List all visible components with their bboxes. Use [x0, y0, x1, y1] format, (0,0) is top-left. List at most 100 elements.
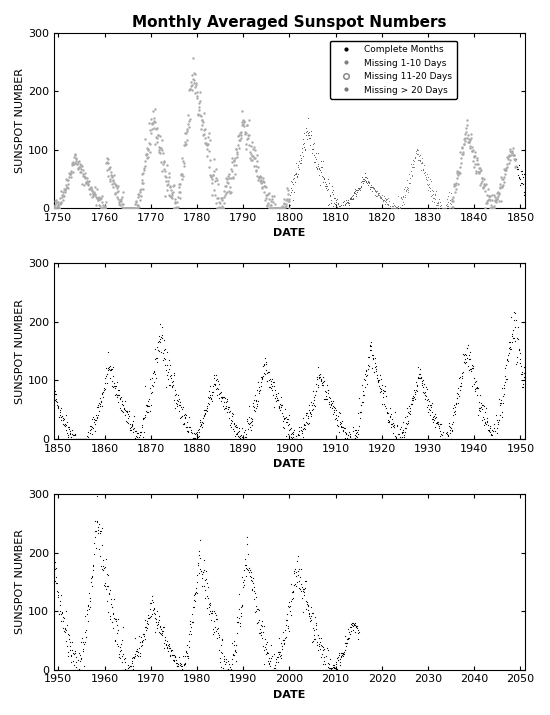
- Point: [496, 410, 504, 421]
- Point: [230, 420, 239, 431]
- Point: [500, 362, 509, 373]
- Point: [344, 626, 353, 638]
- Point: [162, 640, 170, 651]
- Point: [338, 421, 347, 433]
- Point: [223, 401, 232, 413]
- Point: [254, 174, 262, 185]
- Point: [392, 202, 400, 213]
- Point: [240, 424, 249, 435]
- Point: [354, 182, 363, 194]
- Point: [168, 644, 177, 656]
- Point: [412, 379, 421, 390]
- Point: [212, 164, 221, 175]
- Point: [365, 177, 373, 189]
- Point: [190, 77, 199, 89]
- Point: [140, 411, 149, 423]
- Point: [298, 142, 306, 154]
- Point: [307, 397, 316, 408]
- Point: [164, 354, 173, 365]
- Point: [430, 192, 438, 204]
- Point: [97, 196, 106, 207]
- Point: [171, 197, 180, 208]
- Point: [68, 159, 76, 170]
- Point: [239, 433, 248, 445]
- Point: [264, 366, 273, 378]
- Point: [427, 401, 436, 413]
- Point: [289, 178, 298, 189]
- Point: [424, 400, 433, 411]
- Point: [472, 167, 481, 179]
- Point: [214, 202, 223, 214]
- Point: [453, 388, 462, 399]
- Point: [479, 420, 488, 431]
- Point: [439, 433, 448, 445]
- Point: [95, 191, 103, 202]
- Point: [276, 646, 284, 658]
- Point: [362, 178, 371, 189]
- Point: [288, 586, 297, 597]
- Point: [497, 195, 505, 207]
- Point: [336, 202, 345, 214]
- Point: [337, 415, 346, 427]
- Point: [274, 202, 283, 214]
- Point: [509, 149, 518, 160]
- Point: [456, 152, 465, 163]
- Point: [293, 550, 302, 561]
- Point: [341, 428, 350, 440]
- Point: [252, 395, 261, 407]
- Point: [161, 631, 169, 643]
- Point: [164, 189, 173, 201]
- Point: [244, 132, 252, 144]
- Point: [249, 400, 257, 412]
- Point: [442, 433, 450, 445]
- Point: [519, 172, 527, 183]
- Point: [335, 202, 344, 214]
- Point: [472, 154, 481, 166]
- Point: [199, 410, 208, 421]
- Point: [402, 185, 410, 197]
- Point: [73, 159, 81, 170]
- Point: [431, 421, 439, 433]
- Point: [196, 110, 205, 122]
- Point: [269, 664, 278, 675]
- Point: [478, 414, 487, 425]
- Point: [145, 118, 153, 129]
- Point: [116, 194, 125, 206]
- Point: [182, 127, 191, 139]
- Point: [310, 390, 319, 401]
- Point: [332, 664, 341, 675]
- Point: [272, 392, 281, 403]
- Point: [267, 202, 276, 214]
- Point: [58, 194, 67, 206]
- Point: [199, 107, 208, 119]
- Point: [400, 431, 409, 443]
- Point: [466, 140, 475, 152]
- Point: [307, 636, 316, 648]
- Point: [54, 586, 63, 598]
- Point: [476, 162, 485, 174]
- Point: [312, 147, 321, 159]
- Point: [192, 79, 201, 91]
- Point: [217, 633, 226, 645]
- Point: [122, 202, 130, 214]
- Point: [394, 200, 403, 212]
- Point: [214, 378, 223, 390]
- Point: [446, 202, 454, 214]
- Point: [376, 190, 384, 202]
- Point: [136, 636, 145, 648]
- Point: [327, 664, 336, 675]
- Point: [179, 418, 188, 430]
- Point: [437, 202, 446, 214]
- Point: [190, 74, 199, 86]
- Point: [399, 192, 408, 203]
- Point: [504, 347, 513, 359]
- Point: [352, 428, 361, 439]
- Point: [228, 654, 236, 665]
- Point: [355, 407, 364, 418]
- Point: [438, 202, 447, 214]
- Point: [255, 388, 263, 399]
- Point: [277, 202, 286, 214]
- Point: [167, 373, 175, 384]
- Point: [318, 658, 327, 669]
- Point: [444, 433, 453, 445]
